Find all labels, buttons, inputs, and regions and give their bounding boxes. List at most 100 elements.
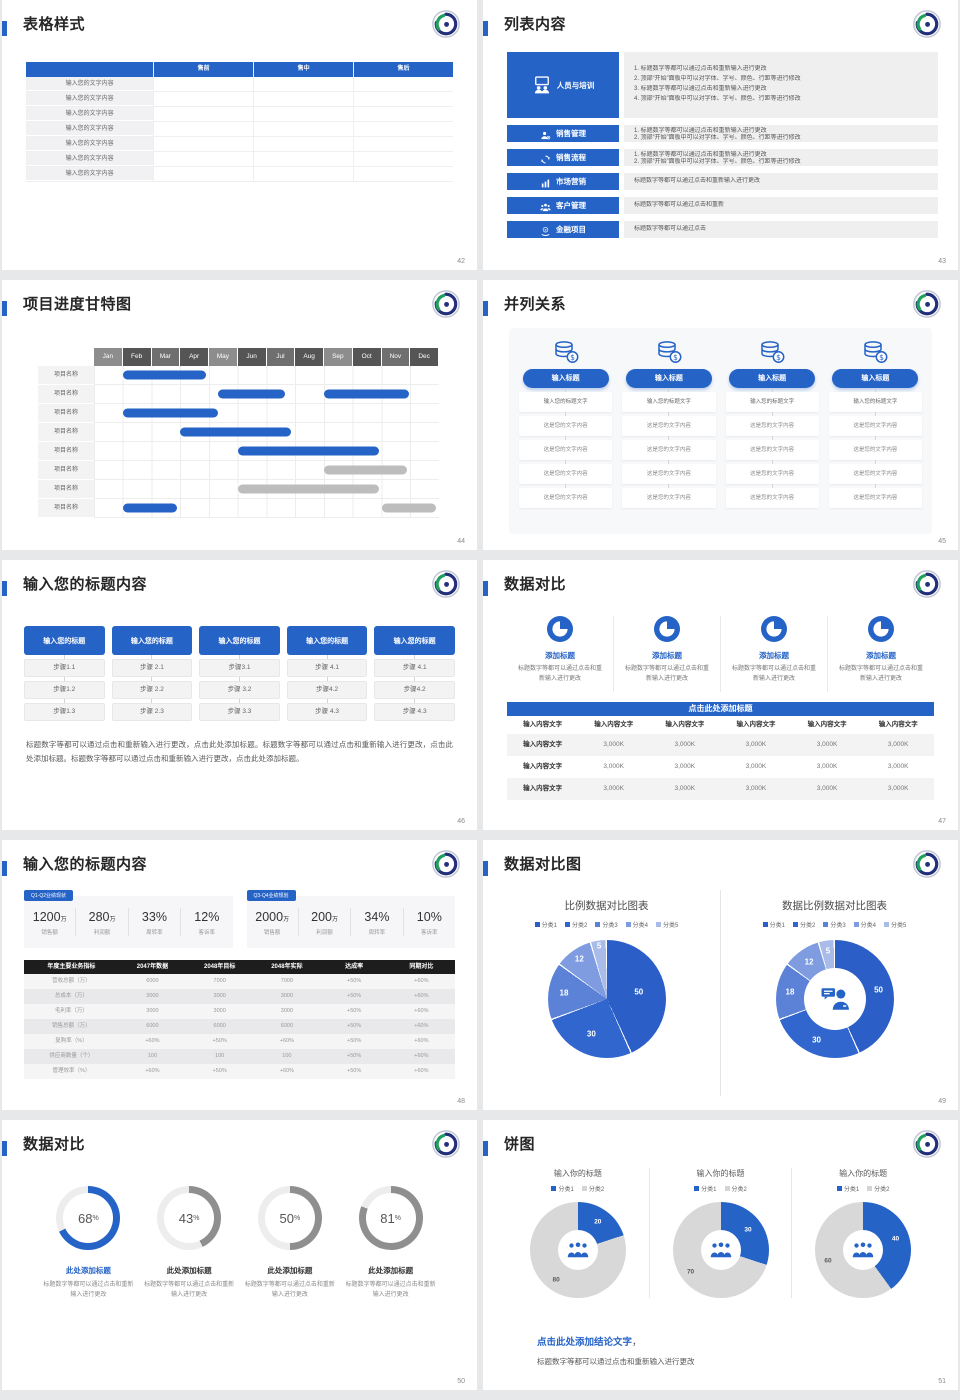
slice-label: 40 <box>891 1235 900 1243</box>
list-item-label: 销售流程 <box>556 153 586 162</box>
table-cell: +60% <box>414 978 429 984</box>
feature-item: 添加标题 标题数字等都可以通过点击和重新输入进行更改 <box>827 616 934 693</box>
connector-line <box>874 436 876 440</box>
table-cell: +60% <box>414 993 429 999</box>
ring-title: 此处添加标题 <box>65 1266 111 1275</box>
title-accent-bar <box>483 301 488 316</box>
feature-title: 添加标题 <box>759 651 789 660</box>
svg-text:$: $ <box>570 353 575 362</box>
slide-42-table-style[interactable]: 表格样式 售前 售中 售后 输入您的文字内容 输入您的文字内容 输入您的文字内容 输入您的文… <box>2 0 477 270</box>
chart-legend: 分类1 分类2 <box>836 1184 890 1193</box>
connector-line <box>565 436 567 440</box>
list-item-header: 市场营销 <box>507 173 619 190</box>
list-item-header: 人员与培训 <box>507 52 619 118</box>
slide-title: 输入您的标题内容 <box>23 576 148 593</box>
step-column: 输入您的标题 步骤 2.1 步骤 2.2 步骤 2.3 <box>111 626 193 721</box>
table-cell: 3000 <box>280 1008 294 1014</box>
table-cell: 供应商数量（个） <box>49 1053 94 1059</box>
slide-44-gantt[interactable]: 项目进度甘特图 Jan Feb Mar Apr May Jun Jul Aug Sep Oct No… <box>2 280 477 550</box>
ring-percent-value: 50 <box>279 1210 294 1226</box>
month-cell: Nov <box>381 348 411 366</box>
chart-legend: 分类1 分类2 分类3 分类4 分类5 <box>534 920 678 929</box>
table-row: 毛利率（万） 3000 3000 3000 +50% +60% <box>24 1004 455 1019</box>
table-cell: 6000 <box>146 1023 159 1029</box>
gantt-row-label: 项目名称 <box>38 385 94 404</box>
slide-title: 输入您的标题内容 <box>23 856 148 873</box>
step-box: 步骤4.2 <box>374 681 455 699</box>
connector-line <box>326 677 328 681</box>
slide-43-list-content[interactable]: 列表内容 人员与培训 1. 标题数字等都可以通过点击和重新输入进行更改 2. 顶部“… <box>483 0 958 270</box>
gantt-chart: Jan Feb Mar Apr May Jun Jul Aug Sep Oct Nov Dec 项目名称… <box>38 348 439 518</box>
table-header-row: 年度主要业务指标 2047年数据 2048年目标 2048年实际 达成率 同期对比 <box>24 960 455 974</box>
slide-49-pie-compare[interactable]: 数据对比图 比例数据对比图表 分类1 分类2 分类3 分类4 分类5 50 30 18 12 5 数据… <box>483 840 958 1110</box>
slide-47-data-compare[interactable]: 数据对比 添加标题 标题数字等都可以通过点击和重新输入进行更改 添加标题 标题数字等都… <box>483 560 958 830</box>
column-title-pill: 输入标题 <box>729 369 816 388</box>
value-cell: 3,000K <box>887 763 909 771</box>
month-cell: Feb <box>122 348 152 366</box>
slide-50-rings[interactable]: 数据对比 68% 此处添加标题 标题数字等都可以通过点击和重新输入进行更改 43% 此处… <box>2 1120 477 1390</box>
legend-item: 分类1 <box>694 1184 717 1193</box>
slide-45-parallel[interactable]: 并列关系 $ 输入标题 输入您的标题文字 这是您的文字内容 这是您的文字内容 这是您的文字… <box>483 280 958 550</box>
ring-desc: 标题数字等都可以通过点击和重新输入进行更改 <box>345 1282 436 1298</box>
progress-ring: 43% <box>157 1186 222 1250</box>
slide-title: 数据对比 <box>504 576 567 593</box>
slide-48-kpi[interactable]: 输入您的标题内容 Q1-Q2业绩现状 1200万 销售额 280万 利润额 33% 周转率 1… <box>2 840 477 1110</box>
list-item-body: 标题数字等都可以通过点击和重新 <box>624 197 938 214</box>
legend-swatch <box>656 922 662 927</box>
empty-cell <box>153 122 253 136</box>
row-label-cell: 输入您的文字内容 <box>26 107 154 121</box>
table-cell: +50% <box>347 978 362 984</box>
table-cell: 6000 <box>213 1023 226 1029</box>
brand-logo-icon <box>912 569 942 599</box>
progress-ring-block: 68% 此处添加标题 标题数字等都可以通过点击和重新输入进行更改 <box>38 1186 139 1301</box>
legend-label: 分类2 <box>799 923 816 929</box>
slide-51-pies[interactable]: 饼图 输入你的标题 分类1 分类2 20 80 输入你的标题 分类1 分类2 30 70 输入你的标… <box>483 1120 958 1390</box>
title-accent-bar <box>2 301 7 316</box>
coin-stack-icon: $ <box>552 340 580 364</box>
table-cell: 3000 <box>213 993 226 999</box>
legend-item: 分类3 <box>823 920 846 929</box>
list-item-label: 市场营销 <box>556 177 586 186</box>
stat-label: 客诉率 <box>198 930 216 936</box>
step-column-header: 输入您的标题 <box>24 626 105 655</box>
table-row: 营收总额（万） 6000 7000 7000 +50% +60% <box>24 974 455 989</box>
donut-chart: 40 60 <box>815 1202 912 1298</box>
pie-chart-icon <box>868 616 894 642</box>
list-item-header: ¥ 金融项目 <box>507 221 619 238</box>
connector-line <box>326 699 328 703</box>
connector-line <box>771 460 773 464</box>
people-group-blue-icon <box>708 1237 734 1263</box>
connector-line <box>151 699 153 703</box>
parallel-column: $ 输入标题 输入您的标题文字 这是您的文字内容 这是您的文字内容 这是您的文字内容 这是您… <box>622 340 716 526</box>
feature-item: 添加标题 标题数字等都可以通过点击和重新输入进行更改 <box>507 616 613 692</box>
connector-line <box>771 484 773 488</box>
list-item-line: 4. 顶部“开始”面板中可以对字体、字号、颜色、行距等进行修改 <box>634 95 801 102</box>
person-gear-icon <box>540 128 551 140</box>
empty-cell <box>253 167 353 181</box>
slice-label: 18 <box>559 988 569 998</box>
parallel-column: $ 输入标题 输入您的标题文字 这是您的文字内容 这是您的文字内容 这是您的文字内容 这是您… <box>519 340 613 526</box>
slide-46-steps[interactable]: 输入您的标题内容 输入您的标题 步骤1.1 步骤1.2 步骤1.3 输入您的标题 步骤 2… <box>2 560 477 830</box>
table-row: 输入您的文字内容 <box>26 122 453 137</box>
parallel-columns-panel: $ 输入标题 输入您的标题文字 这是您的文字内容 这是您的文字内容 这是您的文字内容 这是您… <box>509 328 932 534</box>
table-row: 输入您的文字内容 <box>26 137 453 152</box>
table-header-cell: 2048年目标 <box>203 964 236 970</box>
kpi-panel: Q3-Q4业绩规划 2000万 销售额 200万 利润额 34% 周转率 10% 客诉率 <box>246 890 455 948</box>
column-row: 这是您的文字内容 <box>519 464 613 484</box>
empty-cell <box>353 107 453 121</box>
chart-legend: 分类1 分类2 <box>551 1184 604 1193</box>
table-header-cell: 年度主要业务指标 <box>47 964 96 970</box>
gantt-bar <box>122 370 207 380</box>
gantt-bar <box>324 465 408 475</box>
legend-label: 分类4 <box>860 923 877 929</box>
title-accent-bar <box>483 581 488 596</box>
donut-chart-block: 输入你的标题 分类1 分类2 30 70 <box>648 1168 792 1298</box>
chart-legend: 分类1 分类2 <box>694 1184 747 1193</box>
legend-swatch <box>581 1186 587 1191</box>
list-item: 人员与培训 1. 标题数字等都可以通过点击和重新输入进行更改 2. 顶部“开始”面板… <box>507 52 938 118</box>
column-row: 输入您的标题文字 <box>519 392 613 412</box>
table-header-cell: 2048年实际 <box>271 964 303 970</box>
value-cell: 3,000K <box>674 763 696 771</box>
gantt-month-header: Jan Feb Mar Apr May Jun Jul Aug Sep Oct Nov Dec <box>94 348 439 366</box>
ring-desc: 标题数字等都可以通过点击和重新输入进行更改 <box>43 1282 134 1298</box>
